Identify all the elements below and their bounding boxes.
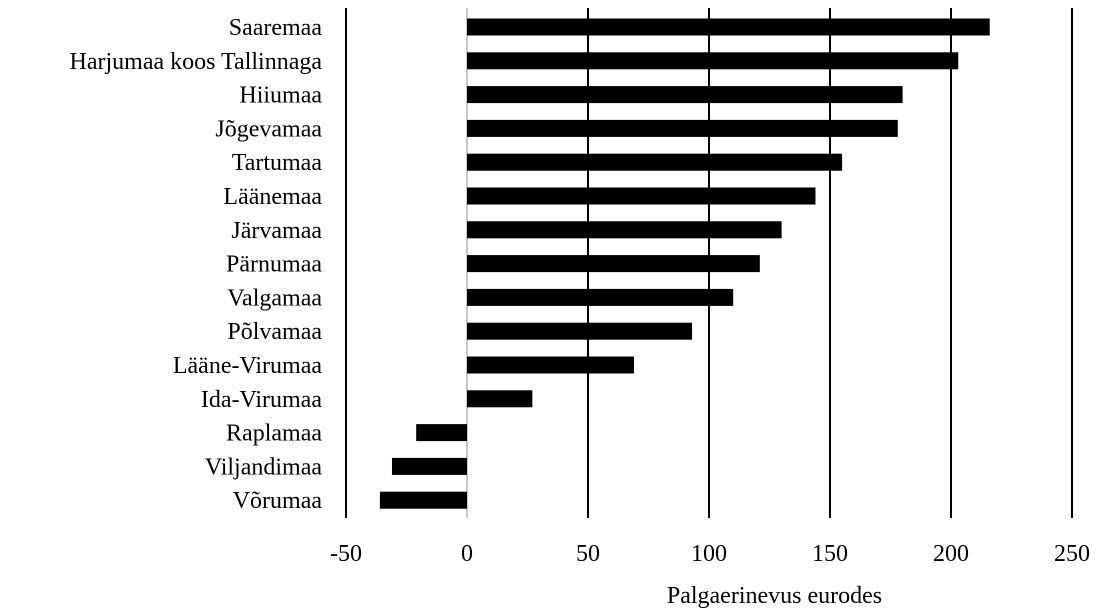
x-tick-label: 150 xyxy=(812,541,848,567)
category-label: Pärnumaa xyxy=(226,252,322,278)
bar-harjumaa-koos-tallinnaga xyxy=(467,52,959,70)
x-tick-label: 50 xyxy=(576,541,600,567)
category-label: Valgamaa xyxy=(227,285,322,311)
bar-põlvamaa xyxy=(467,322,693,340)
category-label: Jõgevamaa xyxy=(215,116,322,142)
category-label: Lääne-Virumaa xyxy=(173,353,322,379)
category-label: Tartumaa xyxy=(232,150,323,176)
bar-raplamaa xyxy=(416,424,467,442)
bar-hiiumaa xyxy=(467,86,903,104)
bar-järvamaa xyxy=(467,221,782,239)
category-label: Hiiumaa xyxy=(239,83,322,109)
category-label: Saaremaa xyxy=(229,15,323,41)
category-labels: Saaremaa Harjumaa koos Tallinnaga Hiiumaa J… xyxy=(70,15,323,514)
bar-võrumaa xyxy=(379,491,467,509)
bar-valgamaa xyxy=(467,288,734,306)
bar-viljandimaa xyxy=(391,457,467,475)
bars xyxy=(379,18,990,509)
category-label: Raplamaa xyxy=(226,421,322,447)
bar-ida-virumaa xyxy=(467,390,533,408)
bar-pärnumaa xyxy=(467,255,760,273)
bar-tartumaa xyxy=(467,153,843,171)
bar-läänemaa xyxy=(467,187,816,205)
x-tick-labels: -50 0 50 100 150 200 250 xyxy=(330,541,1090,567)
category-label: Viljandimaa xyxy=(205,454,323,480)
category-label: Läänemaa xyxy=(223,184,322,210)
category-label: Järvamaa xyxy=(231,218,322,244)
x-axis-title: Palgaerinevus eurodes xyxy=(667,583,882,609)
x-tick-label: -50 xyxy=(330,541,362,567)
x-tick-label: 250 xyxy=(1054,541,1090,567)
category-label: Võrumaa xyxy=(233,488,323,514)
category-label: Harjumaa koos Tallinnaga xyxy=(70,49,323,75)
bar-saaremaa xyxy=(467,18,990,36)
x-tick-label: 200 xyxy=(933,541,969,567)
bar-lääne-virumaa xyxy=(467,356,634,374)
bar-jõgevamaa xyxy=(467,119,898,137)
category-label: Ida-Virumaa xyxy=(201,387,323,413)
x-tick-label: 100 xyxy=(691,541,727,567)
category-label: Põlvamaa xyxy=(227,319,322,345)
x-tick-label: 0 xyxy=(461,541,473,567)
